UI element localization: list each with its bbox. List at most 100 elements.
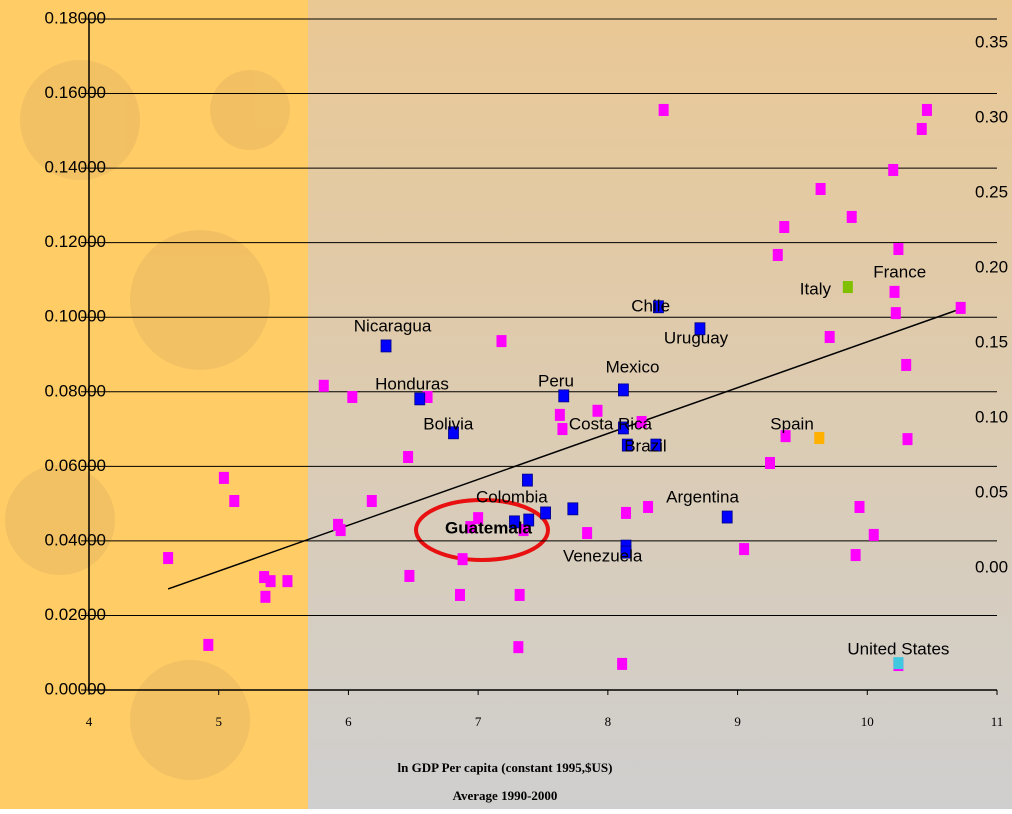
point bbox=[473, 512, 484, 525]
right-panel bbox=[308, 0, 1012, 809]
point bbox=[889, 285, 900, 298]
point bbox=[554, 408, 565, 421]
point bbox=[617, 657, 628, 670]
point bbox=[868, 528, 879, 541]
point bbox=[721, 510, 733, 524]
point bbox=[422, 390, 433, 403]
point bbox=[901, 358, 912, 371]
point bbox=[318, 379, 329, 392]
point bbox=[403, 451, 414, 464]
point bbox=[888, 163, 899, 176]
y2-tick-label: 0.10 bbox=[975, 408, 1008, 427]
point bbox=[514, 588, 525, 601]
y-tick-label: 0.02000 bbox=[45, 605, 106, 624]
y2-tick-label: 0.35 bbox=[975, 32, 1008, 51]
point bbox=[404, 569, 415, 582]
point bbox=[620, 545, 632, 559]
point-annotation: Uruguay bbox=[664, 328, 729, 347]
point bbox=[366, 495, 377, 508]
point bbox=[850, 549, 861, 562]
x-tick-label: 11 bbox=[991, 714, 1004, 729]
y2-tick-label: 0.05 bbox=[975, 483, 1008, 502]
point bbox=[921, 103, 932, 116]
point bbox=[513, 641, 524, 654]
point bbox=[414, 392, 426, 406]
point-annotation: Argentina bbox=[666, 488, 739, 507]
point-annotation: Costa Rica bbox=[569, 414, 653, 433]
point bbox=[694, 322, 706, 336]
point-annotation: Colombia bbox=[476, 488, 548, 507]
point bbox=[854, 500, 865, 513]
point bbox=[558, 389, 570, 403]
point bbox=[621, 438, 633, 452]
point bbox=[842, 281, 853, 294]
point bbox=[457, 553, 468, 566]
point bbox=[465, 521, 476, 534]
point bbox=[890, 307, 901, 320]
point bbox=[282, 575, 293, 588]
y-tick-label: 0.12000 bbox=[45, 232, 106, 251]
x-tick-label: 8 bbox=[605, 714, 612, 729]
y2-tick-label: 0.20 bbox=[975, 258, 1008, 277]
point bbox=[739, 543, 750, 556]
x-tick-label: 4 bbox=[86, 714, 93, 729]
point bbox=[540, 506, 551, 520]
point bbox=[335, 524, 346, 537]
point bbox=[643, 500, 654, 513]
x-tick-label: 6 bbox=[345, 714, 352, 729]
y-tick-label: 0.04000 bbox=[45, 530, 106, 549]
x-tick-label: 5 bbox=[215, 714, 222, 729]
point bbox=[229, 495, 240, 508]
point bbox=[163, 552, 174, 565]
point bbox=[621, 506, 632, 519]
point bbox=[380, 339, 392, 353]
point-annotation: Bolivia bbox=[423, 414, 474, 433]
point-annotation: Chile bbox=[631, 296, 670, 315]
y2-tick-label: 0.25 bbox=[975, 182, 1008, 201]
point bbox=[518, 524, 529, 537]
point-annotation: Brazil bbox=[624, 436, 667, 455]
point bbox=[582, 527, 593, 540]
y-tick-label: 0.14000 bbox=[45, 158, 106, 177]
point bbox=[618, 421, 629, 435]
y-tick-label: 0.06000 bbox=[45, 456, 106, 475]
point bbox=[454, 588, 465, 601]
x-axis-title: ln GDP Per capita (constant 1995,$US) bbox=[398, 760, 613, 775]
point bbox=[557, 423, 568, 436]
y2-tick-label: 0.00 bbox=[975, 558, 1008, 577]
point bbox=[347, 390, 358, 403]
trendline bbox=[167, 309, 959, 590]
point bbox=[203, 638, 214, 651]
highlight-ellipse bbox=[414, 498, 550, 562]
point bbox=[218, 471, 229, 484]
point bbox=[772, 248, 783, 261]
x-tick-label: 7 bbox=[475, 714, 482, 729]
point bbox=[814, 432, 825, 445]
point bbox=[523, 513, 535, 527]
point-annotation: Mexico bbox=[606, 357, 660, 376]
point bbox=[259, 571, 270, 584]
point bbox=[496, 335, 507, 348]
point bbox=[448, 426, 459, 440]
point-annotation: Italy bbox=[800, 279, 832, 298]
point bbox=[893, 657, 904, 670]
y-tick-label: 0.16000 bbox=[45, 83, 106, 102]
point bbox=[765, 456, 775, 469]
point-annotation: Guatemala bbox=[445, 518, 532, 537]
point-annotation: Nicaragua bbox=[354, 316, 432, 335]
y2-tick-label: 0.30 bbox=[975, 107, 1008, 126]
point-annotation: Peru bbox=[538, 372, 574, 391]
point bbox=[522, 473, 533, 487]
point bbox=[618, 383, 629, 397]
point bbox=[916, 122, 927, 135]
x-tick-label: 9 bbox=[734, 714, 741, 729]
y-tick-label: 0.10000 bbox=[45, 307, 106, 326]
point bbox=[650, 438, 662, 452]
x-tick-label: 10 bbox=[861, 714, 874, 729]
point-annotation: France bbox=[873, 262, 926, 281]
point bbox=[780, 430, 791, 443]
point bbox=[636, 415, 647, 428]
point bbox=[824, 330, 835, 343]
